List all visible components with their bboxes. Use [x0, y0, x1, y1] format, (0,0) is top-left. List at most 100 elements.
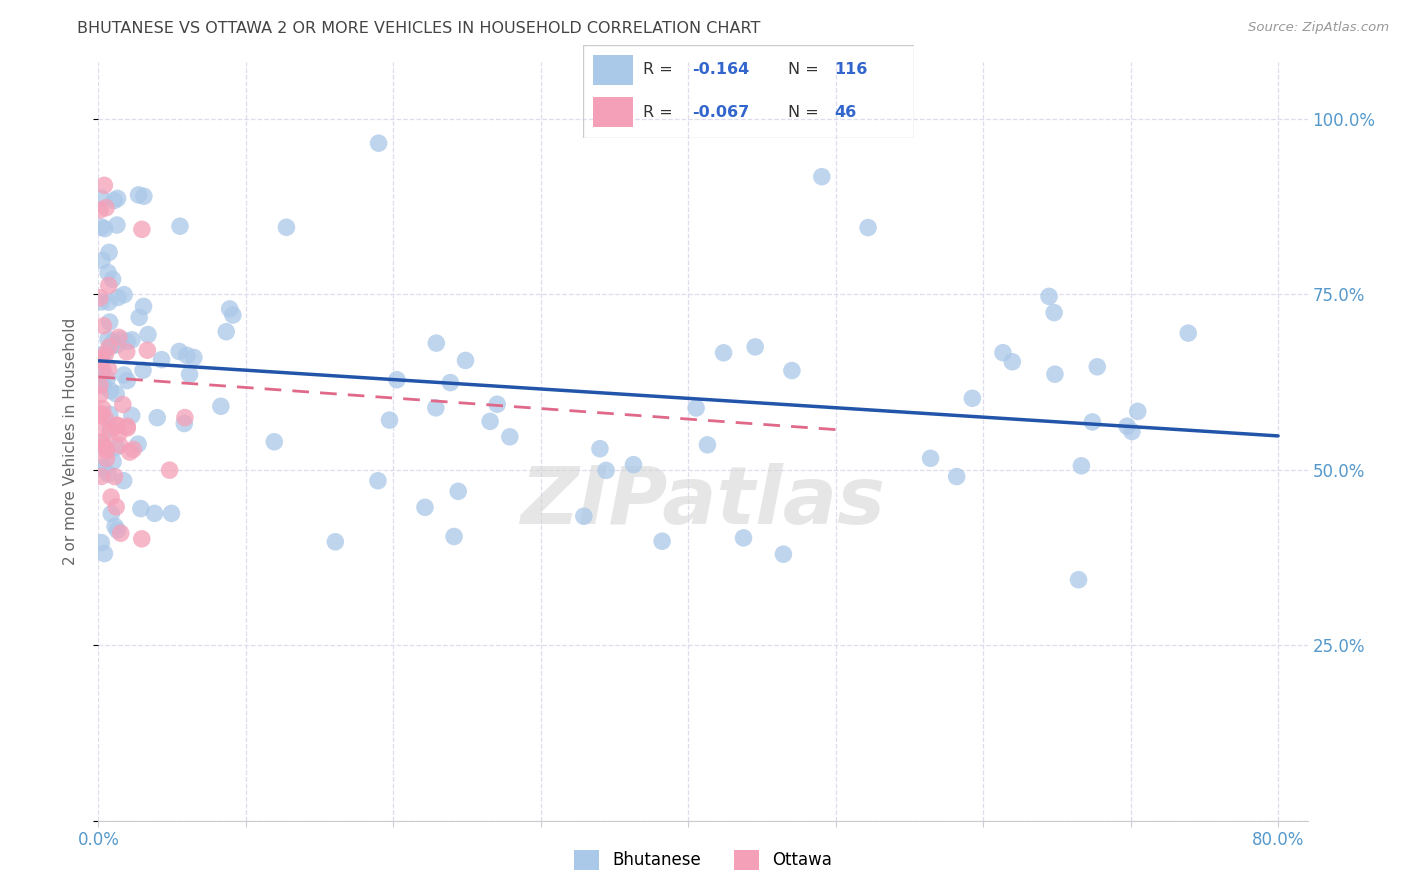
Point [94, 201, 117, 215]
Point [128, 187, 150, 202]
Point [89, 202, 111, 217]
Point [117, 421, 139, 435]
Point [811, 169, 834, 184]
Point [118, 445, 141, 459]
Point [105, 418, 128, 433]
Point [159, 463, 181, 477]
Point [733, 531, 755, 545]
Point [91, 376, 114, 391]
Point [91, 379, 114, 393]
Point [103, 469, 125, 483]
Point [132, 189, 155, 203]
Point [97, 467, 120, 481]
Point [103, 194, 125, 208]
Point [97, 266, 120, 280]
Point [89, 378, 111, 392]
Point [651, 534, 673, 549]
Point [100, 507, 122, 521]
Text: N =: N = [789, 104, 820, 120]
FancyBboxPatch shape [593, 97, 633, 127]
Text: R =: R = [643, 104, 672, 120]
Point [110, 332, 132, 346]
Point [91, 363, 114, 377]
Point [1177, 326, 1199, 340]
Point [595, 463, 617, 477]
Point [96, 444, 118, 458]
Point [209, 399, 232, 413]
Point [173, 410, 195, 425]
Point [1070, 458, 1092, 473]
Point [150, 352, 173, 367]
Text: BHUTANESE VS OTTAWA 2 OR MORE VEHICLES IN HOUSEHOLD CORRELATION CHART: BHUTANESE VS OTTAWA 2 OR MORE VEHICLES I… [77, 21, 761, 37]
Point [131, 222, 153, 236]
Text: -0.164: -0.164 [693, 62, 749, 78]
Point [93, 221, 115, 235]
Point [1067, 573, 1090, 587]
Point [90, 353, 112, 368]
Point [98, 407, 121, 421]
Point [447, 484, 470, 499]
Point [991, 345, 1014, 359]
Point [367, 136, 389, 151]
Point [107, 523, 129, 537]
Point [100, 339, 122, 353]
Point [97, 362, 120, 376]
Point [105, 418, 128, 433]
Point [385, 373, 408, 387]
Point [111, 398, 134, 412]
Point [89, 406, 111, 420]
Point [96, 451, 118, 466]
Point [945, 469, 967, 483]
Point [89, 291, 111, 305]
Point [105, 338, 128, 352]
Point [367, 474, 389, 488]
Point [920, 451, 942, 466]
Point [91, 253, 114, 268]
Point [780, 363, 803, 377]
Point [90, 361, 112, 376]
Point [183, 351, 205, 365]
Point [115, 344, 138, 359]
Text: R =: R = [643, 62, 672, 78]
Point [91, 421, 114, 435]
Point [160, 507, 183, 521]
Text: Source: ZipAtlas.com: Source: ZipAtlas.com [1249, 21, 1389, 35]
Point [685, 401, 707, 415]
Point [97, 332, 120, 346]
FancyBboxPatch shape [593, 55, 633, 85]
Point [90, 408, 112, 422]
Point [93, 347, 115, 361]
Point [90, 469, 112, 483]
Point [413, 500, 436, 515]
Point [276, 220, 298, 235]
Point [1081, 415, 1104, 429]
Point [962, 392, 984, 406]
Point [93, 318, 115, 333]
Point [101, 455, 124, 469]
Point [128, 310, 150, 325]
Point [101, 272, 124, 286]
Point [108, 330, 131, 344]
Point [136, 327, 159, 342]
Point [1116, 419, 1139, 434]
Point [167, 344, 190, 359]
Legend: Bhutanese, Ottawa: Bhutanese, Ottawa [567, 843, 839, 877]
Point [94, 410, 117, 425]
Point [108, 438, 131, 452]
Point [93, 462, 115, 476]
Point [169, 219, 191, 234]
Point [479, 414, 502, 428]
Point [325, 534, 347, 549]
Point [136, 343, 159, 358]
Point [98, 340, 121, 354]
Point [122, 442, 145, 457]
Point [115, 334, 138, 349]
Point [1085, 359, 1108, 374]
Point [90, 367, 112, 381]
Point [97, 295, 120, 310]
Point [131, 532, 153, 546]
Point [143, 507, 166, 521]
Point [90, 535, 112, 549]
Point [129, 501, 152, 516]
Point [94, 347, 117, 361]
